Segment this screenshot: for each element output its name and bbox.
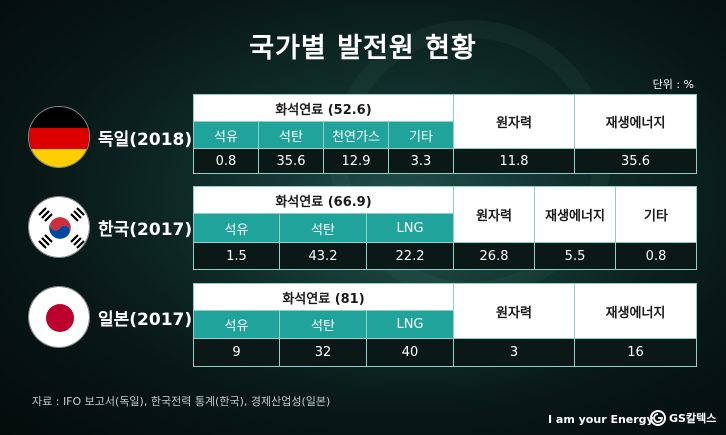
sub-header: 석유: [193, 121, 259, 149]
value-cell: 11.8: [453, 148, 576, 174]
value-cell: 35.6: [258, 148, 324, 174]
germany-flag-icon: [28, 106, 90, 168]
brand-name: GS칼텍스: [669, 412, 717, 425]
column-header: 재생에너지: [574, 283, 697, 339]
value-cell: 0.8: [193, 148, 259, 174]
korea-flag-icon: [28, 196, 90, 258]
column-header: 원자력: [453, 283, 575, 339]
column-header: 원자력: [453, 186, 536, 243]
value-cell: 0.8: [615, 242, 698, 270]
fossil-header: 화석연료 (52.6): [192, 94, 455, 122]
country-korea: 한국(2017): [28, 194, 193, 260]
slogan: I am your Energy: [548, 413, 654, 426]
value-cell: 3: [453, 338, 575, 367]
value-cell: 26.8: [453, 242, 536, 270]
sub-header: 기타: [387, 121, 455, 149]
country-name: 한국(2017): [98, 219, 193, 240]
japan-flag-icon: [28, 286, 90, 348]
sub-header: LNG: [366, 310, 454, 339]
column-header: 재생에너지: [574, 94, 698, 149]
value-cell: 40: [366, 338, 454, 367]
sub-header: 천연가스: [323, 121, 389, 149]
country-name: 독일(2018): [98, 129, 193, 150]
value-cell: 22.2: [365, 242, 455, 270]
value-cell: 43.2: [279, 242, 367, 270]
value-cell: 12.9: [323, 148, 389, 174]
fossil-header: 화석연료 (66.9): [192, 186, 455, 214]
gs-logo-icon: [650, 410, 666, 426]
japan-table: 화석연료 (81) 원자력 재생에너지 석유 석탄 LNG 9 32 40 3 …: [193, 283, 697, 367]
brand-logo: GS칼텍스: [650, 410, 716, 426]
sub-header: 석탄: [279, 213, 367, 243]
value-cell: 5.5: [534, 242, 617, 270]
korea-table: 화석연료 (66.9) 원자력 재생에너지 기타 석유 석탄 LNG 1.5 4…: [192, 186, 698, 270]
fossil-header: 화석연료 (81): [193, 283, 454, 311]
sub-header: 석유: [193, 310, 280, 339]
value-cell: 1.5: [193, 242, 280, 270]
value-cell: 16: [574, 338, 697, 367]
sub-header: 석유: [193, 213, 280, 243]
column-header: 기타: [615, 186, 698, 243]
germany-table: 화석연료 (52.6) 원자력 재생에너지 석유 석탄 천연가스 기타 0.8 …: [192, 94, 698, 174]
column-header: 원자력: [453, 94, 576, 149]
value-cell: 9: [193, 338, 280, 367]
country-germany: 독일(2018): [28, 104, 193, 170]
column-header: 재생에너지: [534, 186, 617, 243]
source-note: 자료 : IFO 보고서(독일), 한국전력 통계(한국), 경제산업성(일본): [32, 395, 331, 408]
country-japan: 일본(2017): [28, 284, 193, 350]
value-cell: 32: [279, 338, 367, 367]
page-title: 국가별 발전원 현황: [249, 33, 477, 64]
sub-header: 석탄: [279, 310, 367, 339]
unit-label: 단위 : %: [652, 78, 694, 91]
value-cell: 3.3: [387, 148, 455, 174]
sub-header: LNG: [365, 213, 455, 243]
sub-header: 석탄: [258, 121, 324, 149]
value-cell: 35.6: [574, 148, 698, 174]
country-name: 일본(2017): [98, 309, 193, 330]
